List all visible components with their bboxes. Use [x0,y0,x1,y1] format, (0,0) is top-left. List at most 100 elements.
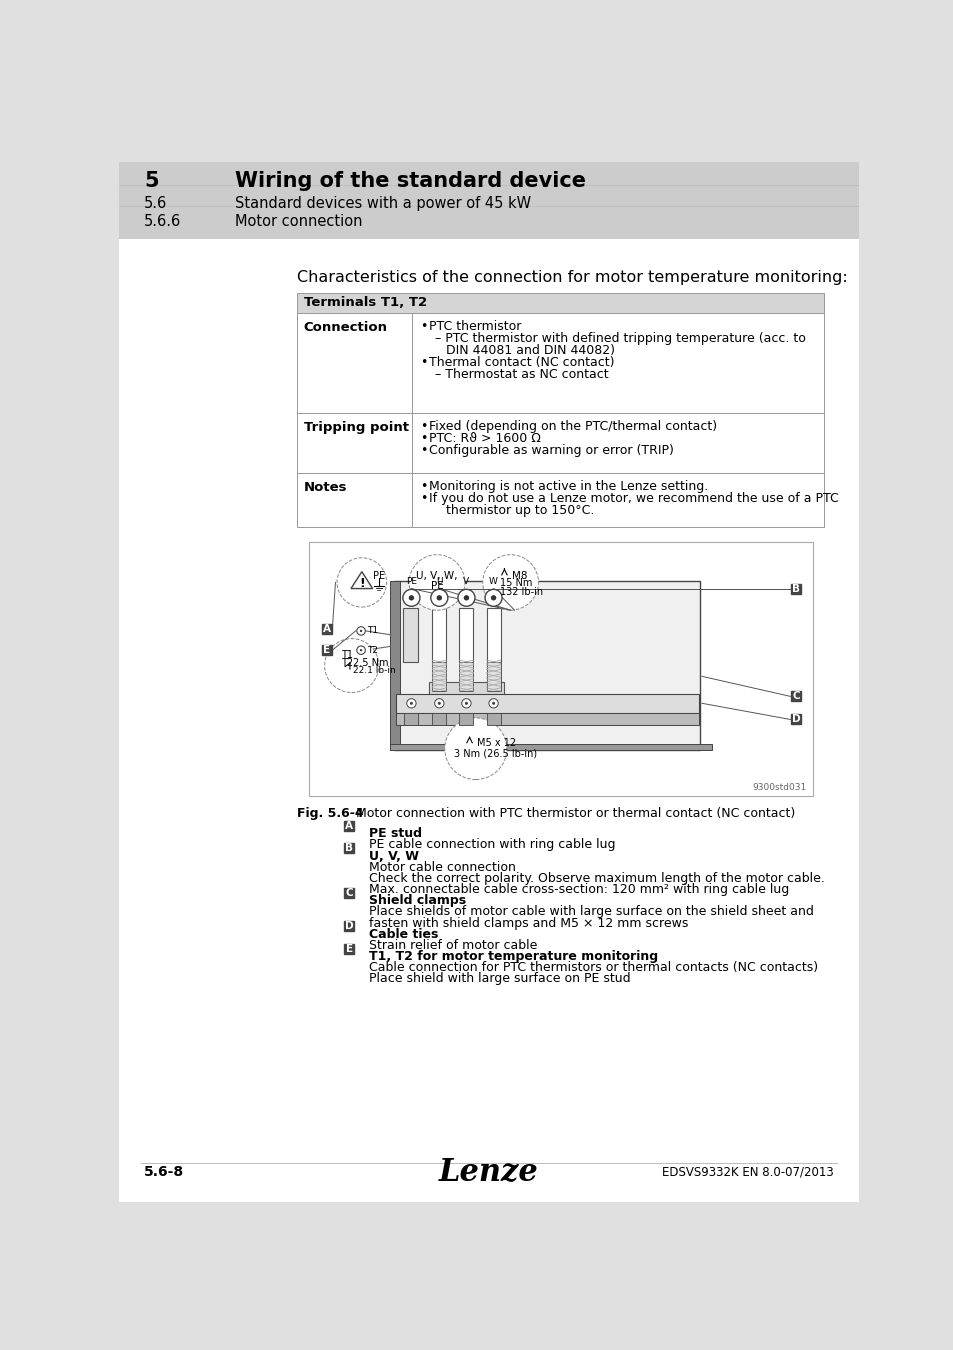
Text: 3 Nm (26.5 lb-in): 3 Nm (26.5 lb-in) [454,748,537,759]
Circle shape [406,699,416,707]
Text: Strain relief of motor cable: Strain relief of motor cable [369,940,537,952]
Text: E: E [346,944,353,953]
Text: – Thermostat as NC contact: – Thermostat as NC contact [435,367,608,381]
Text: – PTC thermistor with defined tripping temperature (acc. to: – PTC thermistor with defined tripping t… [435,332,805,344]
Circle shape [402,590,419,606]
Bar [297,472,823,526]
Text: •: • [419,444,427,456]
Text: Fig. 5.6-4: Fig. 5.6-4 [297,807,364,821]
Bar [486,713,500,725]
Bar [344,944,355,953]
Text: Terminals T1, T2: Terminals T1, T2 [303,297,426,309]
Text: •: • [419,481,427,493]
Bar [321,645,332,655]
Text: Cable ties: Cable ties [369,927,437,941]
Circle shape [444,718,506,779]
Bar [402,608,418,662]
Text: A: A [345,821,353,830]
Text: Place shields of motor cable with large surface on the shield sheet and: Place shields of motor cable with large … [369,906,813,918]
Text: PE: PE [430,582,443,591]
Text: U, V, W: U, V, W [369,849,418,863]
Text: •: • [419,420,427,433]
Text: Motor connection with PTC thermistor or thermal contact (NC contact): Motor connection with PTC thermistor or … [355,807,794,821]
Text: A: A [323,624,331,633]
Bar [344,921,355,931]
Text: •: • [419,432,427,446]
Text: T1: T1 [367,626,378,636]
Circle shape [488,699,497,707]
Bar [321,624,332,633]
Text: T1: T1 [340,649,353,660]
Text: EDSVS9332K EN 8.0-07/2013: EDSVS9332K EN 8.0-07/2013 [661,1166,833,1179]
Text: •: • [419,320,427,333]
Text: D: D [791,714,800,725]
Text: C: C [345,888,353,898]
Text: •: • [419,355,427,369]
Text: DIN 44081 and DIN 44082): DIN 44081 and DIN 44082) [446,344,615,356]
Circle shape [409,555,464,610]
Text: 132 lb-in: 132 lb-in [499,587,542,597]
Circle shape [491,595,496,601]
Bar [394,580,700,751]
Text: Wiring of the standard device: Wiring of the standard device [235,171,586,192]
Circle shape [408,595,414,601]
Text: Tripping point: Tripping point [303,421,408,433]
Circle shape [464,702,468,705]
Text: B: B [345,842,353,853]
Text: Notes: Notes [303,481,347,494]
Text: PE stud: PE stud [369,828,421,840]
Text: 22.1 lb-in: 22.1 lb-in [353,667,395,675]
Bar [459,608,473,662]
Text: Monitoring is not active in the Lenze setting.: Monitoring is not active in the Lenze se… [429,481,708,493]
Text: V: V [463,576,469,586]
Text: 5.6.6: 5.6.6 [144,215,181,230]
Bar [790,583,800,594]
Circle shape [359,649,362,651]
Text: thermistor up to 150°C.: thermistor up to 150°C. [446,504,594,517]
Text: PE cable connection with ring cable lug: PE cable connection with ring cable lug [369,838,615,852]
Bar [344,821,355,830]
Bar [790,714,800,725]
Text: PTC: Rϑ > 1600 Ω: PTC: Rϑ > 1600 Ω [429,432,540,446]
Bar [390,744,711,751]
Text: 2.5 Nm: 2.5 Nm [353,657,389,667]
Text: 5.6-8: 5.6-8 [144,1165,184,1180]
Bar [486,608,500,662]
Bar [344,842,355,853]
Bar [404,713,418,725]
Text: 9300std031: 9300std031 [752,783,806,792]
Polygon shape [351,571,373,589]
Circle shape [336,558,386,608]
Bar [432,662,446,691]
Text: Characteristics of the connection for motor temperature monitoring:: Characteristics of the connection for mo… [297,270,847,285]
Text: Connection: Connection [303,320,387,333]
Text: Motor cable connection: Motor cable connection [369,861,516,873]
Circle shape [356,645,365,655]
Text: U: U [436,576,442,586]
Bar [459,713,473,725]
Text: Fixed (depending on the PTC/thermal contact): Fixed (depending on the PTC/thermal cont… [429,420,717,433]
Bar [297,413,823,472]
Bar [459,662,473,691]
Text: Standard devices with a power of 45 kW: Standard devices with a power of 45 kW [235,196,531,211]
Text: T1, T2 for motor temperature monitoring: T1, T2 for motor temperature monitoring [369,950,658,963]
Circle shape [457,590,475,606]
Text: Lenze: Lenze [438,1157,538,1188]
Text: Thermal contact (NC contact): Thermal contact (NC contact) [429,355,614,369]
Text: M8: M8 [512,571,527,582]
Text: PTC thermistor: PTC thermistor [429,320,521,333]
Text: Configurable as warning or error (TRIP): Configurable as warning or error (TRIP) [429,444,674,456]
Text: Cable connection for PTC thermistors or thermal contacts (NC contacts): Cable connection for PTC thermistors or … [369,961,817,975]
Text: If you do not use a Lenze motor, we recommend the use of a PTC: If you do not use a Lenze motor, we reco… [429,491,838,505]
Circle shape [461,699,471,707]
Bar [395,694,699,713]
Bar [395,713,699,725]
Text: •: • [419,491,427,505]
Text: 15 Nm: 15 Nm [499,578,532,589]
Text: C: C [791,691,799,702]
Circle shape [435,699,443,707]
Text: T2: T2 [367,645,377,655]
Text: Check the correct polarity. Observe maximum length of the motor cable.: Check the correct polarity. Observe maxi… [369,872,823,886]
Text: B: B [791,583,799,594]
Circle shape [436,595,441,601]
